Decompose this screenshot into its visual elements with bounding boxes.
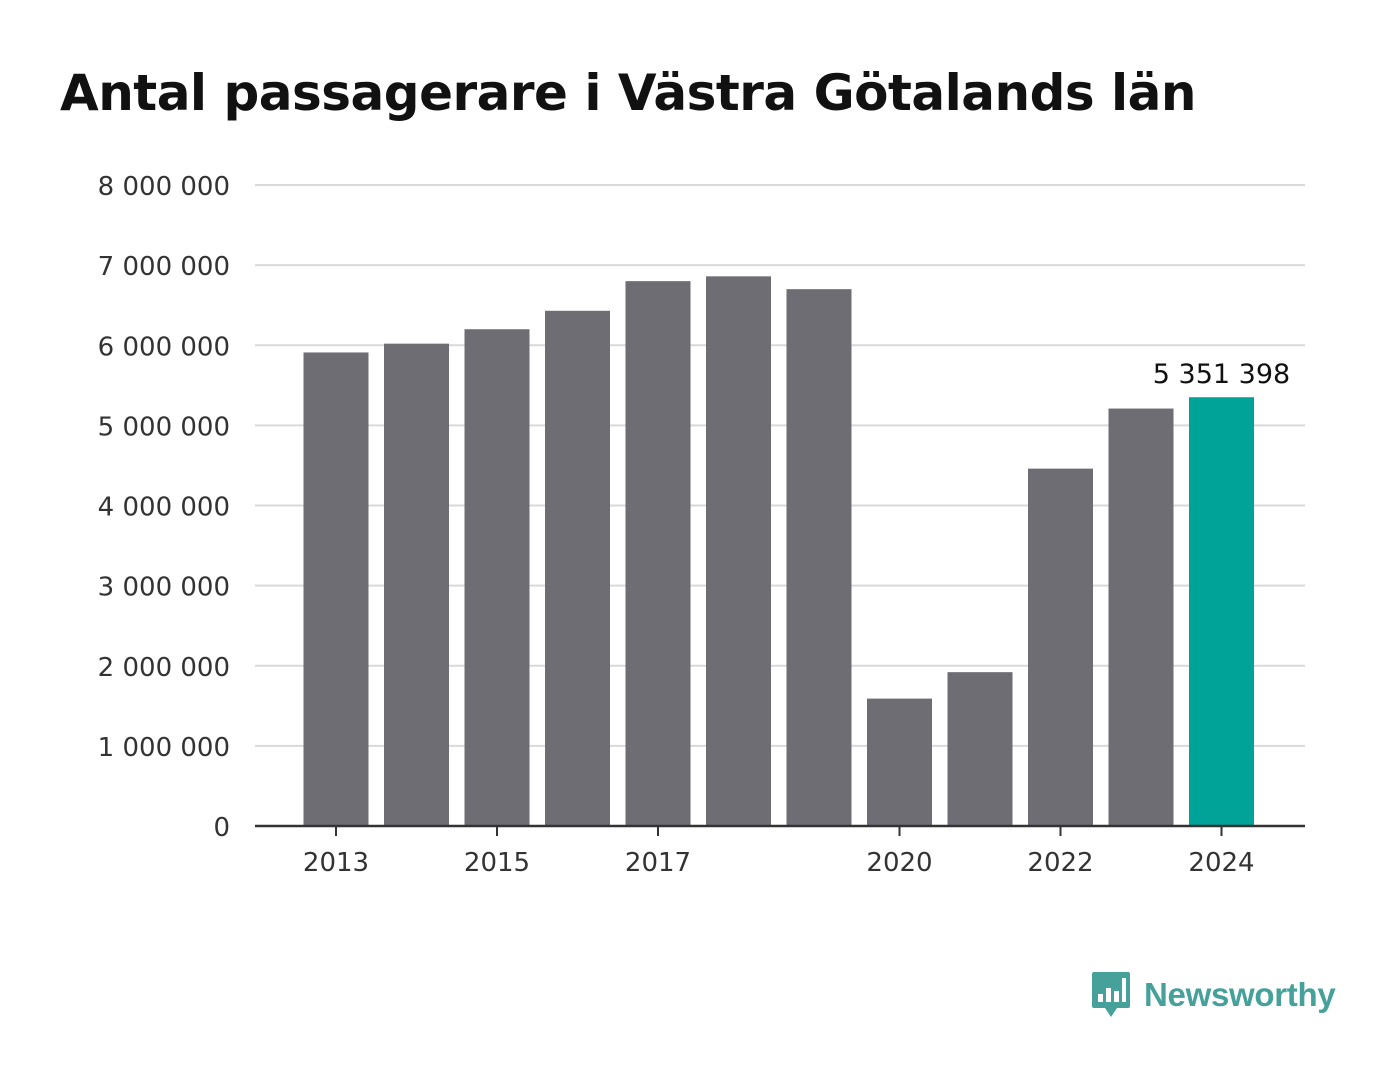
bar-chart: 0 1 000 000 2 000 000 3 000 000 4 000 000 5 0… bbox=[98, 172, 1305, 878]
y-axis-ticks: 0 1 000 000 2 000 000 3 000 000 4 000 000 5 0… bbox=[98, 172, 230, 843]
bars bbox=[303, 276, 1254, 827]
bar bbox=[303, 352, 369, 826]
bar bbox=[1028, 468, 1093, 826]
y-tick-label: 6 000 000 bbox=[98, 332, 230, 362]
bar-chart-speech-bubble-icon bbox=[1092, 972, 1130, 1017]
bar bbox=[1108, 408, 1174, 826]
data-label: 5 351 398 bbox=[1153, 359, 1290, 390]
x-tick-label: 2017 bbox=[625, 848, 691, 878]
x-tick-label: 2022 bbox=[1027, 848, 1093, 878]
bar bbox=[867, 698, 932, 826]
y-tick-label: 8 000 000 bbox=[98, 172, 230, 202]
bar bbox=[625, 281, 691, 826]
x-tick-label: 2020 bbox=[866, 848, 932, 878]
chart-title: Antal passagerare i Västra Götalands län bbox=[60, 64, 1197, 122]
y-tick-label: 1 000 000 bbox=[98, 733, 230, 763]
y-tick-label: 3 000 000 bbox=[98, 573, 230, 603]
bar bbox=[706, 276, 771, 826]
y-tick-label: 4 000 000 bbox=[98, 493, 230, 523]
brand-name: Newsworthy bbox=[1144, 976, 1336, 1013]
y-tick-label: 0 bbox=[213, 813, 230, 843]
bar bbox=[947, 672, 1013, 826]
bar bbox=[464, 329, 530, 826]
x-tick-label: 2015 bbox=[464, 848, 530, 878]
y-tick-label: 5 000 000 bbox=[98, 412, 230, 442]
bar bbox=[786, 289, 852, 827]
data-labels: 5 351 398 bbox=[1153, 359, 1290, 390]
y-tick-label: 2 000 000 bbox=[98, 653, 230, 683]
newsworthy-logo: Newsworthy bbox=[1090, 970, 1336, 1020]
bar bbox=[1189, 397, 1254, 826]
y-tick-label: 7 000 000 bbox=[98, 252, 230, 282]
x-tick-label: 2013 bbox=[303, 848, 369, 878]
x-tick-label: 2024 bbox=[1188, 848, 1254, 878]
x-axis-ticks: 2013 2015 2017 2020 2022 2024 bbox=[303, 826, 1255, 878]
bar bbox=[545, 310, 610, 826]
bar bbox=[384, 343, 449, 826]
